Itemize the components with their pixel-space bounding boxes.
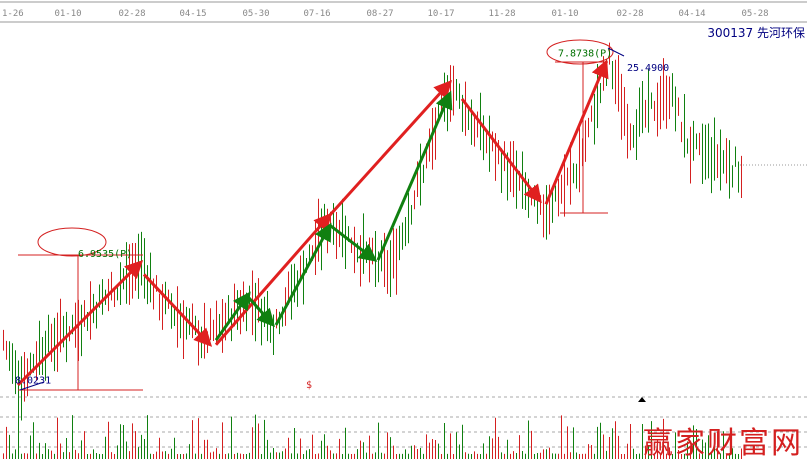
x-tick-label: 07-16: [303, 9, 330, 19]
price-ellipse: [546, 39, 614, 65]
price-ellipse: [37, 227, 107, 257]
trend-arrow: [16, 259, 144, 387]
trend-arrow: [214, 212, 332, 346]
price-annotation: 8.0231: [15, 376, 51, 387]
trend-arrow: [329, 224, 378, 262]
x-tick-label: 01-10: [551, 9, 578, 19]
x-tick-label: 1-26: [2, 9, 24, 19]
trend-arrow: [142, 273, 213, 347]
x-tick-label: 04-15: [179, 9, 206, 19]
x-tick-label: 04-14: [678, 9, 705, 19]
trend-arrow: [214, 291, 251, 341]
trend-arrow: [247, 296, 275, 328]
marker-triangle-icon: [638, 397, 646, 402]
trend-arrow: [376, 90, 453, 261]
x-tick-label: 05-30: [242, 9, 269, 19]
x-tick-label: 02-28: [118, 9, 145, 19]
trend-arrow: [274, 222, 332, 326]
price-annotation: 6.9535(P): [78, 249, 132, 260]
trend-arrow: [460, 97, 542, 204]
watermark: 赢家财富网: [643, 426, 803, 459]
x-tick-label: 02-28: [616, 9, 643, 19]
x-tick-label: 10-17: [427, 9, 454, 19]
trend-arrow: [544, 59, 609, 205]
stock-title: 300137 先河环保: [707, 26, 805, 40]
price-annotation: 7.8738(P): [558, 48, 612, 59]
price-annotation: $: [306, 380, 312, 391]
x-tick-label: 08-27: [366, 9, 393, 19]
trend-arrow: [328, 80, 453, 216]
pointer-line: [607, 47, 625, 57]
price-annotation: 25.4900: [627, 63, 669, 74]
x-tick-label: 05-28: [741, 9, 768, 19]
pointer-line: [19, 381, 45, 391]
x-tick-label: 01-10: [54, 9, 81, 19]
x-tick-label: 11-28: [488, 9, 515, 19]
